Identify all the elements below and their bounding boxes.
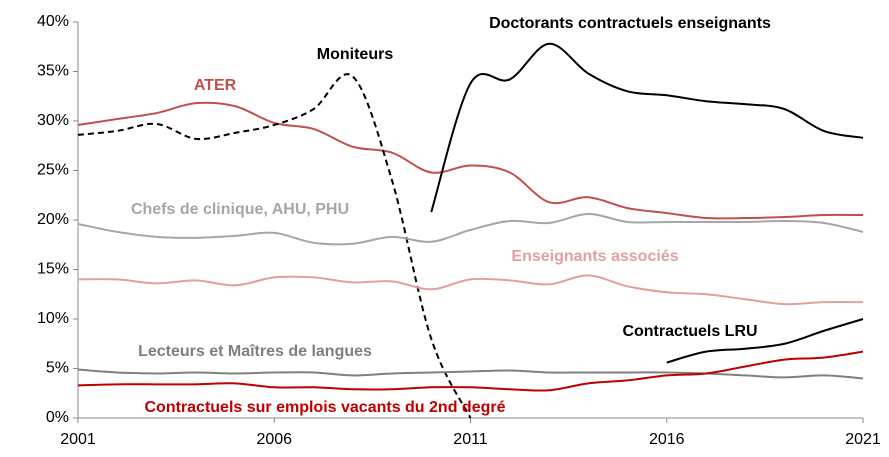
series-line bbox=[77, 350, 864, 392]
y-tick-label: 35% bbox=[37, 63, 69, 80]
series-label: Doctorants contractuels enseignants bbox=[489, 15, 771, 32]
y-tick-label: 30% bbox=[37, 112, 69, 129]
series-line bbox=[77, 274, 864, 306]
series-label: Chefs de clinique, AHU, PHU bbox=[131, 201, 349, 218]
series-line bbox=[77, 368, 864, 380]
y-tick-label: 10% bbox=[37, 310, 69, 327]
x-tick-label: 2011 bbox=[453, 431, 488, 448]
series-line bbox=[77, 101, 864, 220]
y-tick-label: 0% bbox=[46, 409, 69, 426]
y-tick-label: 25% bbox=[37, 162, 69, 179]
series-label: Enseignants associés bbox=[511, 248, 678, 265]
series-line bbox=[77, 73, 472, 419]
series-line bbox=[77, 213, 864, 246]
y-tick-label: 5% bbox=[46, 360, 69, 377]
series-line bbox=[430, 42, 864, 213]
series-label: ATER bbox=[194, 77, 237, 94]
y-tick-label: 15% bbox=[37, 261, 69, 278]
x-tick-label: 2006 bbox=[256, 431, 292, 448]
series-label: Lecteurs et Maîtres de langues bbox=[138, 343, 372, 360]
series-label: Contractuels sur emplois vacants du 2nd … bbox=[145, 399, 506, 416]
x-tick-label: 2001 bbox=[60, 431, 96, 448]
x-tick-label: 2016 bbox=[649, 431, 685, 448]
series-label: Contractuels LRU bbox=[622, 323, 757, 340]
y-tick-label: 20% bbox=[37, 211, 69, 228]
series-line bbox=[666, 318, 864, 364]
x-tick-label: 2021 bbox=[845, 431, 881, 448]
series-label: Moniteurs bbox=[317, 46, 394, 63]
y-tick-label: 40% bbox=[37, 13, 69, 30]
